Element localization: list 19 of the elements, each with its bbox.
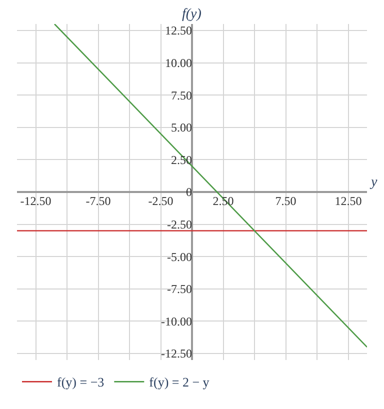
y-tick-label: 10.00	[165, 56, 192, 70]
y-tick-label: 0	[186, 185, 192, 200]
y-axis-title: f(y)	[182, 7, 202, 22]
y-tick-label: -12.50	[161, 346, 192, 361]
x-axis-title: y	[369, 175, 378, 190]
x-tick-label: 12.50	[334, 194, 362, 208]
x-tick-label: -12.50	[20, 194, 52, 208]
x-tick-label: -2.50	[148, 194, 174, 208]
x-tick-label: -7.50	[86, 194, 111, 208]
y-tick-label: 12.50	[165, 24, 192, 38]
y-tick-label: -10.00	[161, 314, 192, 328]
y-tick-label: 5.00	[171, 120, 192, 135]
y-tick-label: -7.50	[167, 282, 192, 296]
y-tick-label: 7.50	[171, 88, 192, 102]
y-tick-label: -5.00	[167, 250, 192, 264]
legend-label: f(y) = 2 − y	[149, 374, 210, 390]
x-tick-label: 7.50	[275, 194, 296, 208]
legend-label: f(y) = −3	[57, 374, 104, 390]
y-tick-label: -2.50	[167, 218, 192, 232]
